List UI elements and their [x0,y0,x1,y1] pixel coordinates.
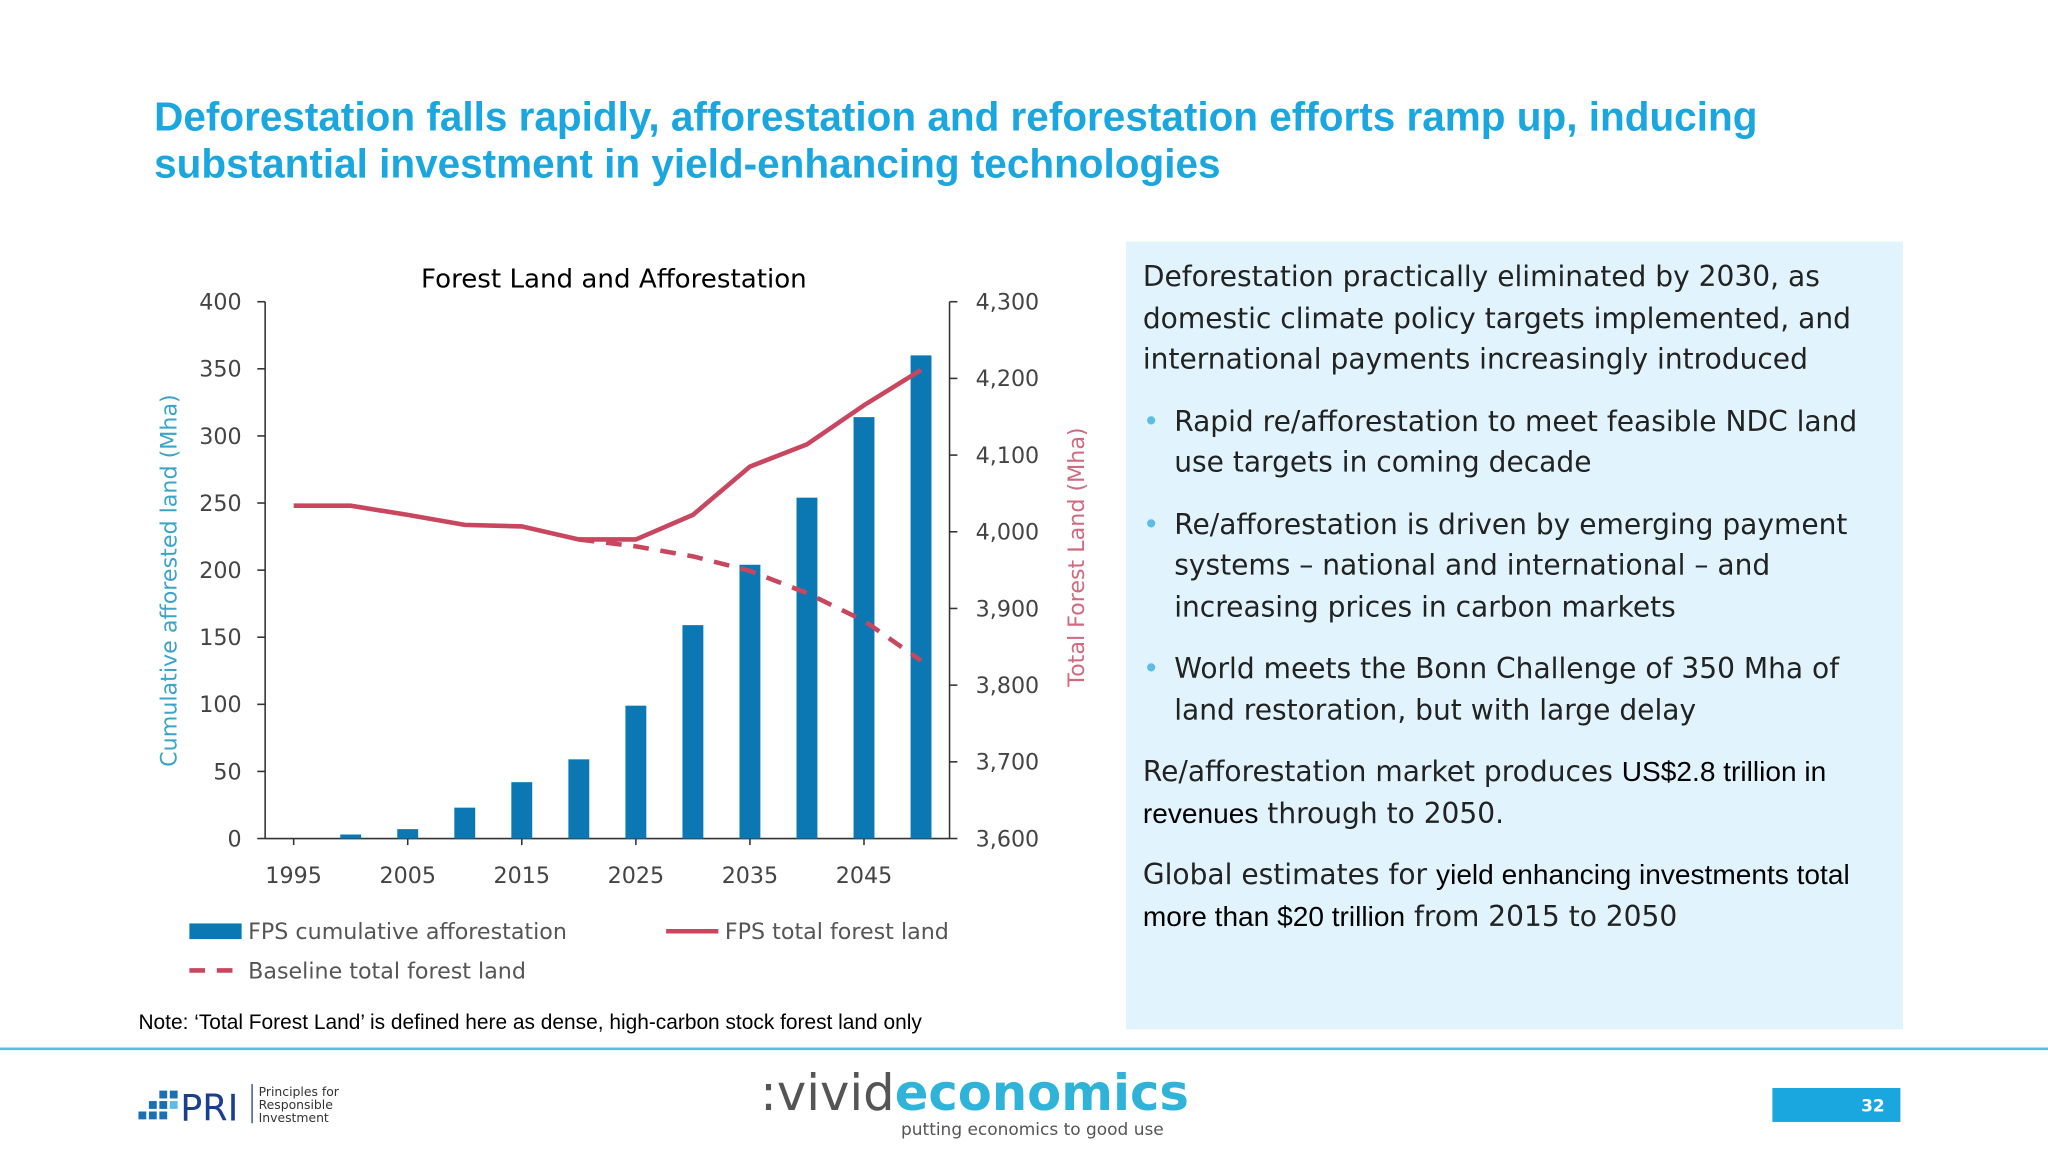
text: through to 2050. [1258,797,1505,831]
emphasis: US$2.8 trillion in revenues [1142,756,1827,829]
text: Global estimates for [1142,859,1437,893]
bar [454,807,476,839]
x-tick-label: 2045 [836,863,892,889]
line [293,368,923,542]
x-tick-label: 2015 [494,863,550,889]
y-tick-label: 0 [228,826,242,852]
y2-axis-label: Total Forest Land (Mha) [1064,427,1090,687]
tagline: putting economics to good use [901,1120,1164,1140]
bar [796,497,818,839]
page-number: 32 [1861,1097,1885,1117]
y-tick-label: 50 [213,759,241,785]
bar [625,705,647,839]
text: from 2015 to 2050 [1405,900,1678,934]
x-tick-label: 2025 [608,863,664,889]
y2-tick-label: 3,800 [976,673,1040,699]
slide-title: Deforestation falls rapidly, afforestati… [154,94,1758,187]
divider [0,1047,2048,1051]
bullet: Re/afforestation is driven by emerging p… [1143,505,1885,628]
bar [568,759,590,839]
y-tick-label: 200 [199,558,241,584]
bar [340,834,362,839]
bar [739,564,761,839]
x-tick-label: 2035 [722,863,778,889]
y2-tick-label: 4,200 [976,366,1040,392]
x-tick-label: 1995 [265,863,321,889]
y2-tick-label: 4,000 [976,520,1040,546]
bar [397,829,419,839]
y2-tick-label: 3,600 [976,826,1040,852]
y-axis-label: Cumulative afforested land (Mha) [156,394,182,767]
y-tick-label: 400 [199,290,241,316]
bar [910,355,932,839]
pri-sub: Responsible [259,1097,333,1112]
legend-swatch [189,923,242,940]
text: Re/afforestation market produces [1142,756,1622,789]
chart: Forest Land and Afforestation 0 50 100 150 20… [156,264,1090,984]
bullet: Rapid re/afforestation to meet feasible … [1143,402,1885,484]
chart-title: Forest Land and Afforestation [421,264,807,294]
y-tick-label: 100 [199,692,241,718]
bar [682,625,704,839]
pri-sub: Principles for [259,1084,340,1099]
bar [511,782,533,839]
pri-logo-icon [138,1090,178,1120]
legend-label: FPS total forest land [725,919,949,945]
bullet: World meets the Bonn Challenge of 350 Mh… [1143,649,1885,731]
pri-sub: Investment [259,1110,329,1125]
legend-label: FPS cumulative afforestation [248,919,567,945]
y2-tick-label: 3,700 [976,750,1040,776]
paragraph: Re/afforestation market produces US$2.8 … [1143,752,1885,834]
y2-tick-label: 4,100 [976,443,1040,469]
line [578,537,923,663]
economics: economics [895,1064,1189,1122]
y2-tick-label: 3,900 [976,596,1040,622]
x-tick-label: 2005 [379,863,435,889]
footer: PRI Principles for Responsible Investmen… [138,1064,1901,1140]
y2-tick-label: 4,300 [976,290,1040,316]
y-tick-label: 250 [199,491,241,517]
paragraph: Global estimates for yield enhancing inv… [1143,856,1885,938]
y-tick-label: 150 [199,625,241,651]
bar [853,417,875,839]
emphasis: yield enhancing investments total more t… [1142,859,1850,932]
pri-logo: PRI [180,1087,238,1130]
page-badge [1772,1087,1901,1122]
y-tick-label: 350 [199,357,241,383]
bullets: Rapid re/afforestation to meet feasible … [1143,402,1885,732]
vivid: :vivid [760,1064,895,1122]
intro: Deforestation practically eliminated by … [1142,261,1851,377]
note: Note: ‘Total Forest Land’ is defined her… [138,1012,922,1035]
text-panel: Deforestation practically eliminated by … [1125,241,1904,1030]
vivid-logo: :vivideconomics [760,1064,1189,1122]
y-tick-label: 300 [199,424,241,450]
legend-label: Baseline total forest land [248,958,526,984]
